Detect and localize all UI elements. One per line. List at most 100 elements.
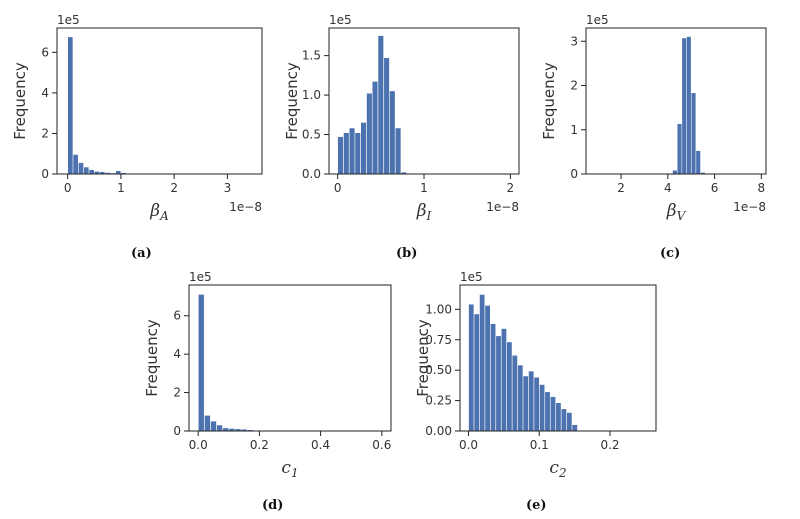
y-tick-label-b-1: 0.5 [302, 128, 321, 142]
bar-e-13 [539, 384, 545, 431]
bar-b-11 [401, 172, 407, 174]
bar-e-16 [556, 403, 561, 431]
y-tick-label-a-2: 4 [41, 86, 49, 100]
x-multiplier-b: 1e−8 [486, 200, 519, 214]
y-tick-label-c-2: 2 [570, 79, 578, 93]
bar-d-0 [198, 294, 204, 431]
bar-a-6 [99, 171, 105, 174]
bar-e-19 [572, 424, 578, 431]
y-tick-label-a-3: 6 [41, 45, 49, 59]
x-tick-label-d-3: 0.6 [372, 438, 391, 452]
x-axis-label-e: c2 [549, 458, 566, 480]
x-axis-label-c: βV [666, 201, 687, 223]
y-tick-label-e-1: 0.25 [425, 394, 452, 408]
bar-e-4 [490, 323, 496, 431]
bar-e-1 [474, 314, 480, 431]
y-multiplier-b: 1e5 [329, 13, 352, 27]
y-multiplier-d: 1e5 [189, 270, 212, 284]
x-tick-label-c-3: 8 [758, 181, 766, 195]
bar-b-5 [366, 93, 372, 174]
bar-b-10 [395, 128, 401, 174]
bar-c-5 [696, 150, 701, 174]
bar-b-1 [343, 132, 349, 174]
x-tick-label-c-2: 6 [711, 181, 719, 195]
bar-a-10 [121, 172, 126, 174]
x-tick-label-c-0: 2 [617, 181, 625, 195]
y-axis-label-a: Frequency [11, 62, 29, 140]
bar-b-2 [349, 128, 355, 174]
chart-c: 2 4 6 8 0 1 2 3 1e5 1e−8 Frequency βV [540, 13, 767, 223]
y-tick-label-b-3: 1.5 [302, 49, 321, 63]
y-tick-label-d-3: 6 [173, 309, 181, 323]
x-tick-label-a-0: 0 [64, 181, 72, 195]
bar-b-9 [389, 91, 395, 174]
x-tick-label-a-1: 1 [117, 181, 125, 195]
x-axis-label-subscript-a: A [159, 209, 169, 223]
x-axis-label-subscript-e: 2 [558, 466, 567, 480]
bar-c-2 [682, 38, 687, 175]
bar-a-4 [89, 169, 94, 174]
bar-a-5 [94, 171, 100, 174]
bar-a-1 [73, 154, 78, 174]
bar-a-3 [83, 167, 89, 174]
x-tick-label-e-2: 0.2 [600, 438, 619, 452]
bar-c-0 [672, 170, 677, 174]
chart-d: 0.0 0.2 0.4 0.6 0 2 4 6 1e5 Frequency c1 [143, 270, 392, 480]
panel-label-a: (a) [131, 246, 152, 261]
x-tick-label-d-1: 0.2 [250, 438, 269, 452]
y-multiplier-e: 1e5 [460, 270, 483, 284]
bar-e-8 [512, 355, 518, 431]
x-tick-label-a-2: 2 [170, 181, 178, 195]
y-multiplier-a: 1e5 [57, 13, 80, 27]
axes-frame-d [188, 284, 392, 432]
bar-e-18 [566, 412, 572, 431]
panel-label-c: (c) [660, 246, 681, 261]
bar-e-15 [550, 396, 556, 431]
bar-e-5 [496, 336, 501, 431]
y-tick-label-b-0: 0.0 [302, 167, 321, 181]
panel-label-b: (b) [396, 246, 418, 261]
y-tick-label-c-1: 1 [570, 123, 578, 137]
x-axis-label-symbol-c: β [666, 201, 677, 221]
bar-e-7 [506, 342, 512, 431]
y-axis-label-e: Frequency [414, 319, 432, 397]
y-tick-label-a-1: 2 [41, 126, 49, 140]
x-axis-label-symbol-b: β [416, 201, 427, 221]
x-tick-label-e-0: 0.0 [459, 438, 478, 452]
y-tick-label-b-2: 1.0 [302, 88, 321, 102]
bar-b-8 [384, 57, 390, 174]
x-tick-label-a-3: 3 [224, 181, 232, 195]
y-axis-label-b: Frequency [283, 62, 301, 140]
x-axis-label-subscript-b: I [426, 209, 432, 223]
bar-a-0 [67, 37, 73, 175]
x-axis-label-subscript-c: V [677, 209, 687, 223]
bar-c-1 [677, 124, 682, 174]
chart-e: 0.0 0.1 0.2 0.00 0.25 0.50 0.75 1.00 1e5 Frequenc… [414, 270, 657, 480]
bar-e-11 [528, 371, 534, 431]
bar-e-14 [545, 392, 550, 431]
x-tick-label-d-0: 0.0 [189, 438, 208, 452]
x-tick-label-d-2: 0.4 [311, 438, 330, 452]
y-tick-label-d-2: 4 [173, 347, 181, 361]
x-tick-label-c-1: 4 [664, 181, 672, 195]
y-tick-label-e-4: 1.00 [425, 302, 452, 316]
panel-label-d: (d) [262, 498, 284, 513]
y-tick-label-e-2: 0.50 [425, 363, 452, 377]
y-tick-label-c-3: 3 [570, 34, 578, 48]
x-axis-label-symbol-d: c [281, 458, 291, 478]
axes-frame-c [585, 27, 767, 175]
bar-e-9 [517, 365, 523, 431]
x-tick-label-e-1: 0.1 [530, 438, 549, 452]
bar-b-0 [337, 136, 344, 174]
y-tick-label-e-0: 0.00 [425, 424, 452, 438]
x-tick-label-b-1: 1 [420, 181, 428, 195]
bar-d-2 [210, 421, 217, 431]
axes-frame-a [56, 27, 263, 175]
x-multiplier-c: 1e−8 [733, 200, 766, 214]
y-tick-label-d-1: 2 [173, 386, 181, 400]
x-multiplier-a: 1e−8 [229, 200, 262, 214]
chart-b: 0 1 2 0.0 0.5 1.0 1.5 1e5 1e−8 Frequency βI [283, 13, 520, 223]
y-tick-label-c-0: 0 [570, 167, 578, 181]
x-axis-label-symbol-a: β [149, 201, 160, 221]
